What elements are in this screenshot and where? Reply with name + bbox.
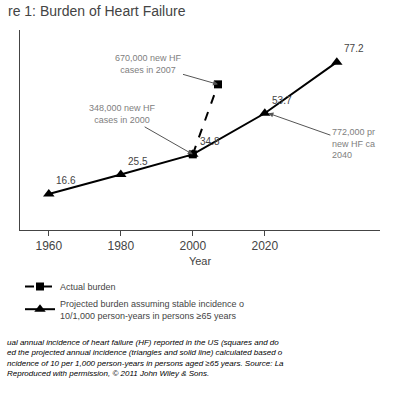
svg-text:77.2: 77.2 — [344, 43, 364, 54]
svg-text:1960: 1960 — [35, 239, 62, 253]
svg-text:16.6: 16.6 — [56, 175, 76, 186]
svg-text:2020: 2020 — [251, 239, 278, 253]
svg-text:25.5: 25.5 — [128, 156, 148, 167]
svg-text:53.7: 53.7 — [272, 95, 292, 106]
svg-text:ual annual incidence of heart: ual annual incidence of heart failure (H… — [7, 338, 284, 378]
svg-text:348,000 new HFcases in 2000: 348,000 new HFcases in 2000 — [89, 103, 156, 125]
svg-text:Actual burden: Actual burden — [60, 282, 116, 292]
svg-text:re 1: Burden of Heart Failure: re 1: Burden of Heart Failure — [8, 3, 186, 19]
svg-text:Projected burden assuming stab: Projected burden assuming stable inciden… — [60, 299, 244, 321]
svg-text:772,000 prnew HF ca2040: 772,000 prnew HF ca2040 — [332, 127, 375, 160]
svg-text:34.8: 34.8 — [200, 136, 220, 147]
svg-text:2000: 2000 — [179, 239, 206, 253]
svg-text:670,000 new HFcases in 2007: 670,000 new HFcases in 2007 — [115, 53, 182, 75]
svg-text:1980: 1980 — [107, 239, 134, 253]
svg-text:Year: Year — [189, 255, 212, 267]
